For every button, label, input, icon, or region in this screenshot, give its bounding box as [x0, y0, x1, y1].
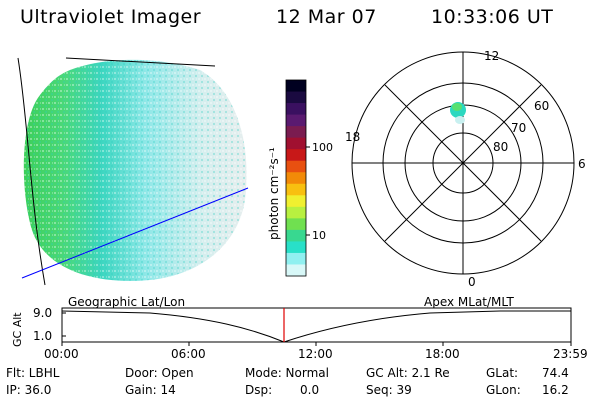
gc-altitude-curve: [61, 310, 571, 343]
colorbar-segment: [286, 80, 306, 93]
timeline-ylabel: GC Alt: [11, 312, 24, 347]
glon-value: 16.2: [542, 383, 569, 397]
door-status: Door: Open: [125, 366, 194, 380]
colorbar-segment: [286, 229, 306, 242]
mlt-label-12: 12: [484, 49, 499, 63]
mlt-label-0: 0: [468, 275, 476, 289]
gc-altitude-value: GC Alt: 2.1 Re: [366, 366, 450, 380]
lat-label-80: 80: [493, 140, 508, 154]
colorbar-segment: [286, 137, 306, 150]
colorbar-segment: [286, 264, 306, 277]
timeline-xtick-2359: 23:59: [553, 347, 588, 361]
limb-line-top: [65, 57, 216, 67]
lat-label-70: 70: [511, 121, 526, 135]
colorbar-segment: [286, 114, 306, 127]
colorbar-segment: [286, 252, 306, 265]
lat-label-60: 60: [534, 99, 549, 113]
timeline-caption-left: Geographic Lat/Lon: [68, 295, 186, 309]
colorbar-segment: [286, 149, 306, 162]
dsp-label: Dsp:: [245, 383, 273, 397]
colorbar-frame: [285, 79, 307, 277]
timeline-caption-right: Apex MLat/MLT: [424, 295, 514, 309]
timeline-xtick-0000: 00:00: [44, 347, 79, 361]
polar-aurora-spot: [450, 102, 466, 124]
colorbar-segment: [286, 195, 306, 208]
timeline-xtick-0600: 06:00: [171, 347, 206, 361]
colorbar: [286, 80, 306, 277]
timeline-xtick-1800: 18:00: [425, 347, 460, 361]
mode-value: Mode: Normal: [245, 366, 329, 380]
uv-auroral-image: [23, 59, 247, 281]
colorbar-segment: [286, 241, 306, 254]
timeline-ytick-label-top: 9.0: [33, 306, 53, 320]
timeline-xtick-1200: 12:00: [298, 347, 333, 361]
colorbar-segment: [286, 91, 306, 104]
colorbar-segment: [286, 126, 306, 139]
mlt-label-6: 6: [578, 157, 586, 171]
colorbar-tick-label-10: 10: [312, 229, 326, 242]
timeline-ytick-label-bottom: 1.0: [33, 329, 53, 343]
glat-value: 74.4: [542, 366, 569, 380]
time-label: 10:33:06 UT: [431, 6, 554, 28]
filter-value: Flt: LBHL: [6, 366, 60, 380]
limb-line-left: [17, 57, 46, 286]
colorbar-segment: [286, 103, 306, 116]
date-label: 12 Mar 07: [276, 6, 377, 28]
colorbar-unit-label: photon cm⁻²s⁻¹: [267, 147, 281, 240]
gain-value: Gain: 14: [125, 383, 176, 397]
glat-label: GLat:: [486, 366, 519, 380]
colorbar-segment: [286, 206, 306, 219]
colorbar-segment: [286, 160, 306, 173]
colorbar-segment: [286, 218, 306, 231]
polar-grid: [351, 51, 575, 275]
map-boundary-line: [21, 187, 249, 279]
glon-label: GLon:: [486, 383, 521, 397]
instrument-title: Ultraviolet Imager: [20, 6, 202, 28]
timeline-xticks: [61, 342, 572, 346]
colorbar-tick-label-100: 100: [312, 141, 333, 154]
dsp-value: 0.0: [300, 383, 320, 397]
mlt-label-18: 18: [345, 130, 360, 144]
colorbar-segment: [286, 172, 306, 185]
sequence-value: Seq: 39: [366, 383, 412, 397]
colorbar-segment: [286, 183, 306, 196]
ip-value: IP: 36.0: [6, 383, 52, 397]
